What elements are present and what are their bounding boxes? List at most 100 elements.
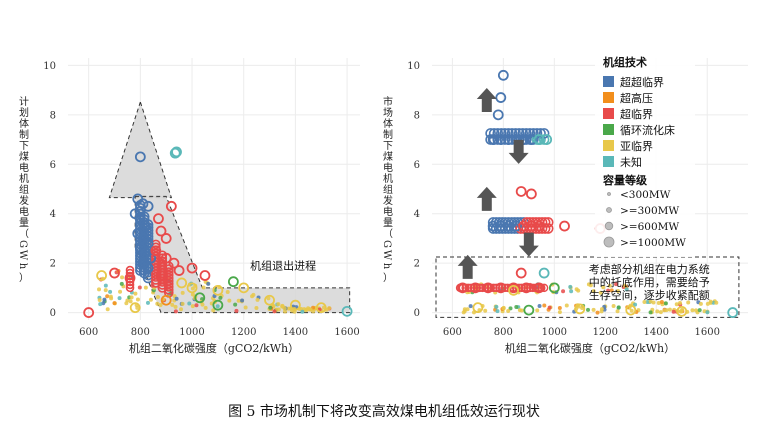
data-point bbox=[105, 307, 110, 312]
arrow-down bbox=[518, 232, 539, 257]
annotation-text: 考虑部分机组在电力系统 bbox=[589, 262, 710, 276]
data-point bbox=[574, 303, 586, 315]
x-tick-label: 1000 bbox=[179, 327, 204, 338]
data-point bbox=[243, 305, 248, 310]
y-tick-label: 10 bbox=[407, 61, 420, 72]
data-point bbox=[518, 220, 530, 232]
data-point bbox=[212, 299, 224, 311]
annotation-text: 机组退出进程 bbox=[250, 258, 316, 272]
y-axis-label-char: 电 bbox=[19, 205, 29, 218]
legend-label: 超临界 bbox=[620, 107, 653, 121]
data-point bbox=[625, 304, 637, 316]
data-point bbox=[145, 300, 150, 305]
data-point bbox=[148, 297, 153, 302]
data-point bbox=[171, 146, 182, 158]
data-point bbox=[300, 309, 305, 314]
data-point bbox=[503, 220, 514, 232]
y-axis-label-char: 计 bbox=[19, 95, 29, 108]
data-point bbox=[678, 300, 683, 305]
data-point bbox=[254, 306, 259, 311]
x-tick-label: 600 bbox=[79, 327, 98, 338]
data-point bbox=[155, 294, 160, 299]
legend-swatch bbox=[603, 124, 614, 135]
data-point bbox=[495, 92, 507, 103]
y-axis-label-char: 组 bbox=[19, 183, 29, 196]
data-point bbox=[523, 304, 535, 316]
data-point bbox=[663, 301, 668, 306]
y-axis-label-char: 机 bbox=[19, 172, 29, 185]
data-point bbox=[591, 307, 596, 312]
data-point bbox=[283, 309, 288, 314]
data-point bbox=[541, 134, 553, 145]
data-point bbox=[124, 272, 136, 284]
data-point bbox=[515, 186, 527, 197]
y-axis-label-char: （ bbox=[19, 228, 29, 240]
data-point bbox=[129, 302, 141, 314]
data-point bbox=[187, 301, 192, 306]
data-point bbox=[108, 294, 113, 299]
data-point bbox=[135, 297, 140, 302]
data-point bbox=[533, 282, 545, 294]
y-tick-label: 8 bbox=[50, 110, 56, 121]
data-point bbox=[289, 299, 301, 311]
x-tick-label: 1200 bbox=[231, 327, 256, 338]
y-tick-label: 0 bbox=[50, 308, 56, 319]
data-point bbox=[108, 289, 113, 294]
legend-label: >=600MW bbox=[620, 221, 679, 233]
legend-swatch bbox=[603, 140, 614, 151]
y-tick-label: 10 bbox=[43, 61, 56, 72]
legend-swatch bbox=[603, 92, 614, 103]
data-point bbox=[542, 303, 547, 308]
data-point bbox=[109, 267, 120, 279]
data-point bbox=[168, 257, 180, 269]
data-point bbox=[495, 309, 500, 314]
y-axis-label-char: 电 bbox=[383, 161, 393, 174]
data-point bbox=[194, 303, 199, 308]
y-axis-label-char: 制 bbox=[19, 128, 29, 141]
y-tick-label: 4 bbox=[414, 209, 420, 220]
data-point bbox=[495, 134, 507, 145]
data-point bbox=[483, 283, 493, 293]
y-tick-label: 4 bbox=[50, 209, 56, 220]
data-point bbox=[173, 304, 178, 309]
data-point bbox=[525, 220, 537, 232]
data-point bbox=[272, 309, 277, 314]
data-point bbox=[503, 283, 512, 293]
data-point bbox=[129, 295, 134, 300]
x-tick-label: 800 bbox=[494, 327, 513, 338]
data-point bbox=[102, 297, 107, 302]
data-point bbox=[128, 299, 133, 304]
data-point bbox=[215, 304, 220, 309]
data-point bbox=[118, 289, 123, 294]
data-point bbox=[160, 252, 172, 264]
x-tick-label: 1200 bbox=[593, 327, 618, 338]
data-point bbox=[680, 307, 685, 312]
data-point bbox=[547, 305, 552, 310]
x-tick-label: 600 bbox=[443, 327, 462, 338]
data-point bbox=[533, 134, 545, 145]
data-point bbox=[514, 305, 519, 310]
data-point bbox=[714, 300, 719, 305]
x-axis-label: 机组二氧化碳强度（gCO2/kWh） bbox=[505, 341, 675, 355]
data-point bbox=[155, 270, 167, 281]
data-point bbox=[158, 302, 163, 307]
data-point bbox=[341, 305, 353, 317]
data-point bbox=[134, 151, 146, 163]
y-axis-label-char: 煤 bbox=[383, 150, 393, 163]
legend-swatch bbox=[603, 108, 614, 119]
data-point bbox=[137, 285, 142, 290]
data-point bbox=[264, 294, 275, 306]
arrow-up bbox=[476, 186, 497, 211]
legend-label: >=1000MW bbox=[620, 237, 686, 249]
data-point bbox=[140, 220, 151, 232]
data-point bbox=[206, 281, 211, 286]
data-point bbox=[506, 308, 511, 313]
legend-label: 超超临界 bbox=[620, 75, 664, 89]
data-point bbox=[238, 282, 250, 294]
data-point bbox=[125, 283, 135, 293]
data-point bbox=[268, 305, 273, 310]
data-point bbox=[472, 302, 484, 314]
